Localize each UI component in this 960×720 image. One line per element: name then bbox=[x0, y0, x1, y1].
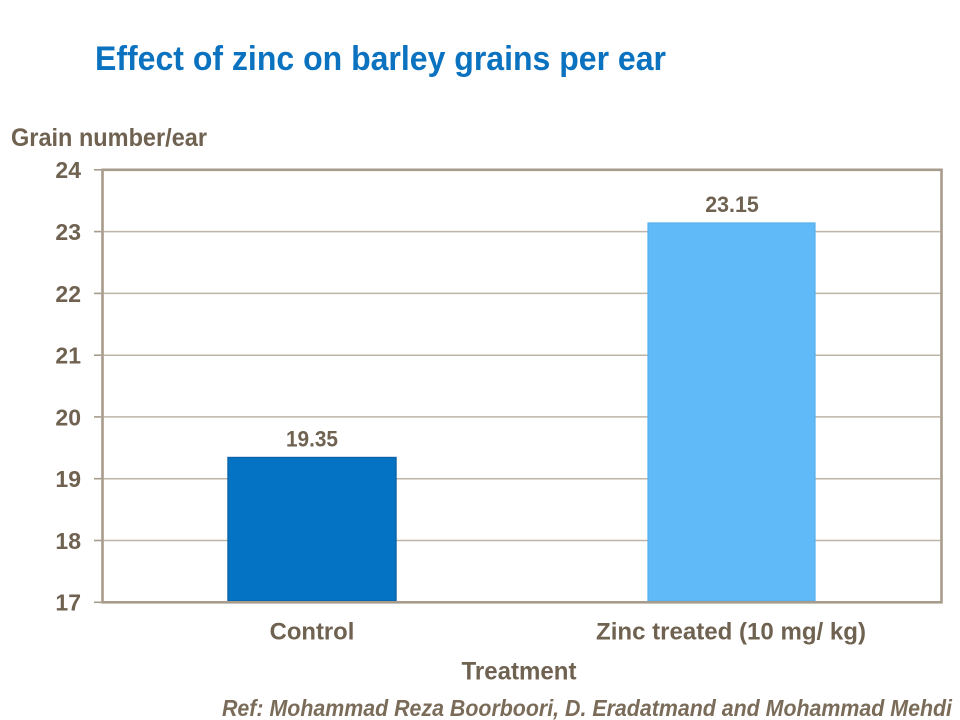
svg-text:19.35: 19.35 bbox=[286, 427, 338, 452]
svg-text:Effect of zinc on barley grain: Effect of zinc on barley grains per ear bbox=[95, 40, 666, 78]
svg-text:Grain number/ear: Grain number/ear bbox=[11, 124, 207, 152]
svg-text:17: 17 bbox=[55, 590, 81, 616]
svg-text:23.15: 23.15 bbox=[705, 192, 759, 217]
svg-text:22: 22 bbox=[55, 281, 81, 307]
svg-text:21: 21 bbox=[55, 343, 81, 369]
svg-text:Zinc treated (10 mg/ kg): Zinc treated (10 mg/ kg) bbox=[596, 618, 866, 645]
svg-text:Treatment: Treatment bbox=[462, 657, 578, 685]
svg-text:Control: Control bbox=[270, 618, 355, 645]
svg-text:20: 20 bbox=[55, 404, 81, 430]
svg-text:23: 23 bbox=[55, 219, 81, 245]
svg-text:18: 18 bbox=[55, 528, 81, 554]
svg-text:24: 24 bbox=[55, 157, 81, 183]
svg-text:19: 19 bbox=[55, 466, 81, 492]
svg-text:Ref: Mohammad Reza Boorboori,: Ref: Mohammad Reza Boorboori, D. Eradatm… bbox=[222, 695, 952, 720]
